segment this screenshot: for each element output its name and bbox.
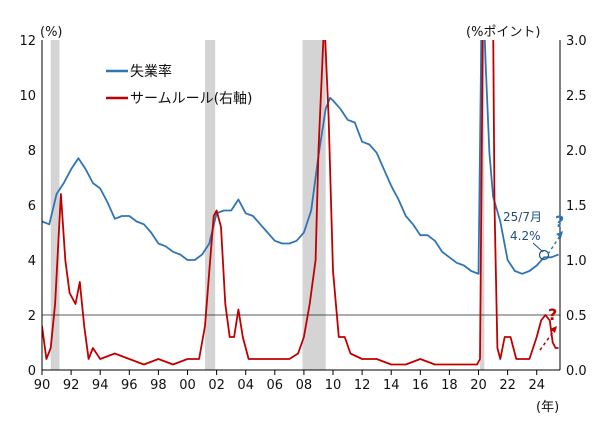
axes <box>41 40 561 371</box>
x-tick-label: 22 <box>499 378 516 393</box>
left-tick-label: 2 <box>28 309 36 324</box>
annotation-marker-circle <box>538 249 550 261</box>
unemployment-projection-arrow <box>547 232 563 255</box>
left-tick-label: 12 <box>19 34 36 49</box>
legend-label-sahm-rule: サームルール(右軸) <box>130 91 253 107</box>
annotation-value: 4.2% <box>510 229 541 243</box>
x-tick-label: 20 <box>470 378 487 393</box>
annotation-leader-line <box>532 242 544 253</box>
x-tick-label: 96 <box>121 378 138 393</box>
right-tick-label: 1.5 <box>566 199 587 214</box>
right-axis-unit: (%ポイント) <box>466 25 541 40</box>
series-lines <box>42 40 559 366</box>
x-tick-label: 10 <box>325 378 342 393</box>
right-tick-label: 1.0 <box>566 254 587 269</box>
x-tick-label: 94 <box>92 378 109 393</box>
x-tick-label: 04 <box>237 378 254 393</box>
annotation-date: 25/7月 <box>503 210 542 224</box>
series-line-0 <box>42 40 559 275</box>
right-tick-label: 3.0 <box>566 34 587 49</box>
left-axis-unit: (%) <box>40 25 63 40</box>
legend: 失業率 サームルール(右軸) <box>106 63 253 107</box>
recession-bands <box>50 40 485 370</box>
sahm-projection-arrow <box>539 327 557 351</box>
x-tick-label: 14 <box>383 378 400 393</box>
x-tick-label: 06 <box>267 378 284 393</box>
x-tick-label: 00 <box>179 378 196 393</box>
left-tick-label: 4 <box>28 254 36 269</box>
right-tick-label: 2.5 <box>566 89 587 104</box>
left-tick-label: 8 <box>28 144 36 159</box>
x-tick-label: 12 <box>354 378 371 393</box>
x-tick-label: 08 <box>296 378 313 393</box>
right-tick-label: 0.0 <box>566 364 587 379</box>
series-line-1 <box>42 40 559 366</box>
legend-label-unemployment: 失業率 <box>130 63 172 80</box>
annotations: 25/7月 4.2% ? ? <box>503 210 564 351</box>
x-tick-label: 16 <box>412 378 429 393</box>
right-tick-label: 2.0 <box>566 144 587 159</box>
x-axis-unit: (年) <box>536 400 559 415</box>
recession-band-0 <box>50 40 60 370</box>
left-tick-label: 10 <box>19 89 36 104</box>
x-tick-label: 02 <box>208 378 225 393</box>
x-tick-label: 90 <box>34 378 51 393</box>
right-tick-label: 0.5 <box>566 309 587 324</box>
recession-band-1 <box>204 40 216 370</box>
left-tick-label: 6 <box>28 199 36 214</box>
unemployment-question-mark: ? <box>555 212 564 231</box>
left-tick-label: 0 <box>28 364 36 379</box>
unemployment-projection-arrowhead <box>556 231 563 238</box>
x-tick-label: 92 <box>63 378 80 393</box>
sahm-question-mark: ? <box>548 305 557 324</box>
x-tick-label: 18 <box>441 378 458 393</box>
sahm-projection-arrowhead <box>550 326 557 333</box>
x-tick-label: 24 <box>528 378 545 393</box>
x-tick-label: 98 <box>150 378 167 393</box>
